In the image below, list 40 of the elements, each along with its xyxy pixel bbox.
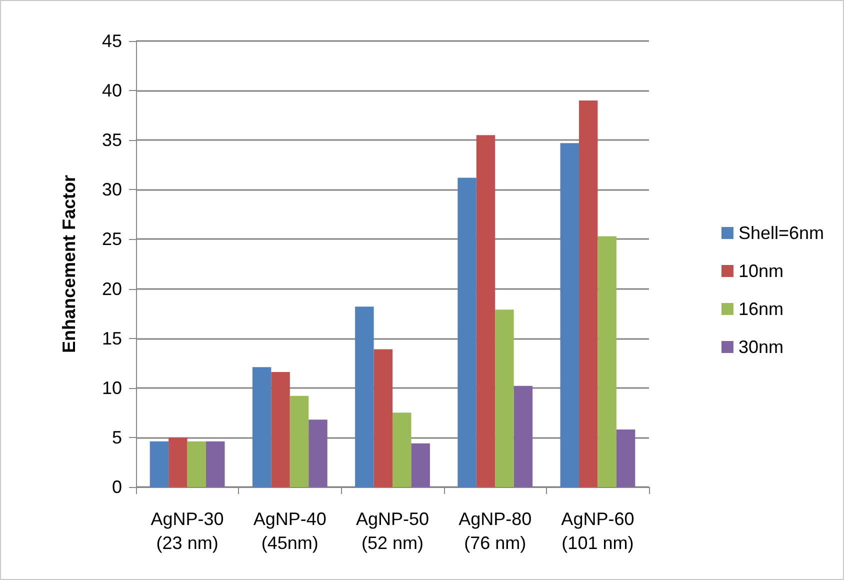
y-tick-label: 20 [102,278,122,299]
bar [616,430,636,487]
bar [495,310,514,487]
y-tick-label: 35 [102,130,122,150]
bar [206,441,225,487]
y-tick-label: 5 [112,427,122,448]
x-tick-label: AgNP-60 (101 nm) [561,509,634,553]
bar [150,441,169,487]
legend-label: 30nm [738,337,784,357]
bar [374,349,392,487]
y-tick-label: 0 [112,477,122,497]
bar [458,178,476,487]
bar [514,386,533,487]
bar [560,143,579,487]
x-tick-label: AgNP-50 (52 nm) [356,509,430,553]
bar [355,306,374,487]
bar [476,135,496,487]
legend-label: 10nm [738,261,784,281]
y-tick-label: 10 [102,378,122,398]
bar [271,372,290,487]
legend-label: Shell=6nm [738,223,824,243]
bar [187,441,206,487]
bar [578,100,598,487]
bar [392,412,412,487]
y-tick-label: 40 [102,80,122,101]
y-axis-title: Enhancement Factor [59,174,79,354]
bar [168,437,188,487]
x-tick-label: AgNP-80 (76 nm) [458,509,532,553]
bar [598,236,616,487]
bar [308,420,328,487]
bar [252,367,272,487]
bar [411,443,430,487]
x-tick-label: AgNP-40 (45nm) [253,509,326,553]
y-tick-label: 15 [102,328,122,348]
x-tick-label: AgNP-30 (23 nm) [150,509,224,553]
legend-label: 16nm [738,299,784,319]
y-tick-label: 45 [102,31,122,51]
y-tick-label: 30 [102,180,122,200]
y-tick-label: 25 [102,229,122,250]
bar [290,396,309,487]
